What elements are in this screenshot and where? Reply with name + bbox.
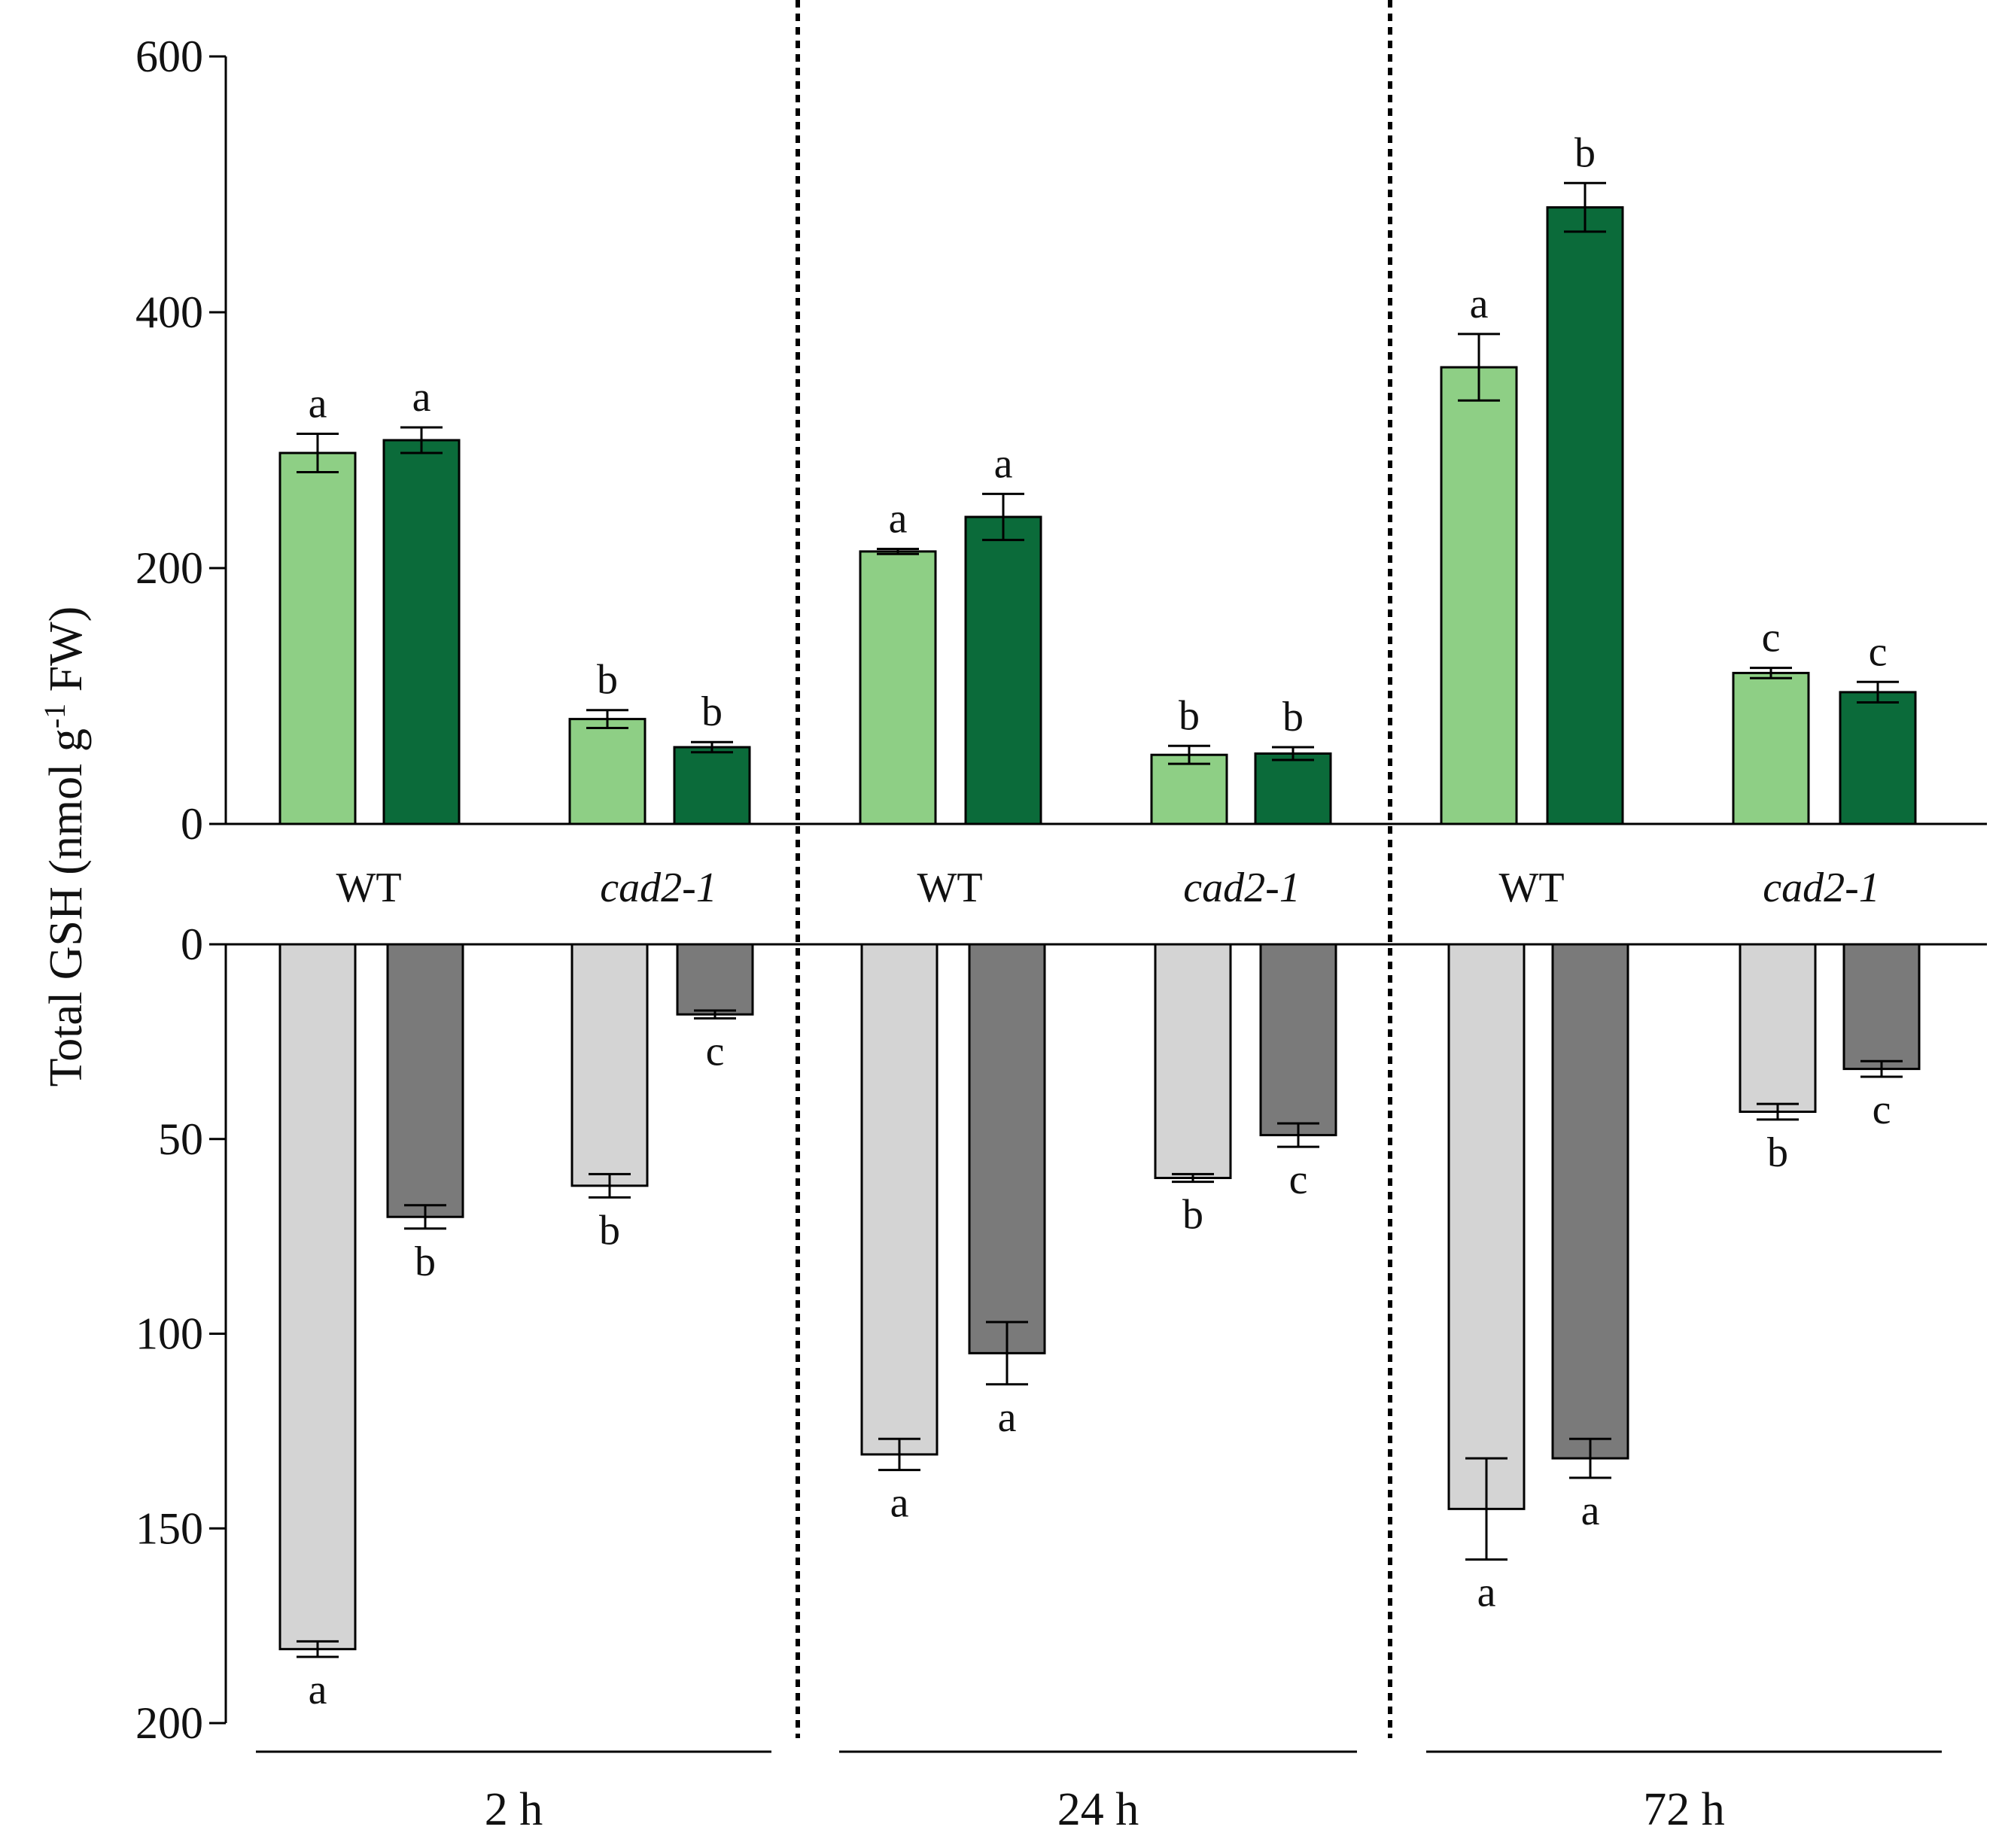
bottom-significance-letter: a — [309, 1667, 327, 1713]
bottom-significance-letter: b — [415, 1239, 436, 1285]
genotype-label: WT — [917, 865, 982, 911]
bottom-bar-light — [570, 943, 649, 1187]
time-label: 24 h — [1057, 1784, 1139, 1835]
bottom-bar-dark — [968, 943, 1046, 1354]
bottom-significance-letter: b — [599, 1207, 620, 1254]
bottom-significance-letter: c — [1873, 1087, 1891, 1133]
top-significance-letter: a — [1470, 281, 1489, 327]
top-significance-letter: a — [994, 440, 1013, 487]
bottom-bar-light — [1739, 943, 1817, 1114]
y-axis-label: Total GSH (nmol g-1 FW) — [38, 606, 93, 1087]
chart-marks: 0 200 400 600 0 50 100 150 200 a a b b a a b b a b c c WT cad2… — [135, 0, 1987, 1835]
bottom-bar-dark — [1259, 943, 1337, 1137]
top-significance-letter: b — [1179, 692, 1200, 739]
bottom-significance-letter: a — [1477, 1570, 1496, 1616]
genotype-label: cad2-1 — [600, 865, 717, 911]
bottom-significance-letter: c — [1289, 1157, 1308, 1203]
bottom-significance-letter: a — [890, 1480, 909, 1527]
top-bar-dark — [1839, 691, 1917, 825]
bottom-bar-dark — [386, 943, 464, 1218]
top-significance-letter: c — [1869, 628, 1888, 675]
top-bar-dark — [964, 515, 1042, 825]
top-bar-light — [859, 550, 937, 825]
top-bar-light — [1732, 671, 1810, 825]
genotype-label: WT — [1498, 865, 1564, 911]
genotype-label: WT — [336, 865, 401, 911]
top-bar-dark — [1546, 206, 1624, 825]
top-bar-light — [278, 451, 357, 825]
top-y-tick-label: 400 — [135, 287, 203, 337]
top-bar-dark — [382, 439, 461, 825]
time-label: 2 h — [485, 1784, 543, 1835]
top-bar-dark — [1254, 752, 1332, 825]
top-bar-light — [1440, 366, 1518, 825]
top-bar-light — [1150, 753, 1228, 825]
bottom-bar-dark — [1842, 943, 1921, 1071]
genotype-label: cad2-1 — [1763, 865, 1880, 911]
y-axis-label-main: Total GSH (nmol g — [41, 728, 92, 1087]
bottom-y-tick-label: 150 — [135, 1503, 203, 1553]
bottom-bar-light — [860, 943, 939, 1456]
bottom-bar-light — [1154, 943, 1232, 1179]
bottom-significance-letter: b — [1182, 1192, 1203, 1239]
top-significance-letter: b — [1574, 129, 1596, 176]
top-bar-light — [568, 718, 647, 825]
genotype-label: cad2-1 — [1183, 865, 1301, 911]
bottom-significance-letter: a — [1581, 1488, 1600, 1534]
top-significance-letter: c — [1762, 615, 1781, 661]
top-y-tick-label: 600 — [135, 32, 203, 81]
bottom-bar-dark — [676, 943, 754, 1016]
y-axis-label-unit: FW) — [41, 606, 92, 704]
bottom-y-tick-label: 200 — [135, 1698, 203, 1748]
bottom-significance-letter: b — [1767, 1129, 1788, 1176]
bottom-significance-letter: c — [706, 1028, 725, 1074]
top-significance-letter: a — [412, 374, 431, 421]
bottom-bar-light — [1447, 943, 1526, 1510]
top-significance-letter: a — [889, 496, 908, 543]
y-axis-label-superscript: -1 — [38, 704, 71, 728]
top-significance-letter: b — [597, 657, 618, 704]
time-label: 72 h — [1643, 1784, 1725, 1835]
bottom-y-tick-label: 0 — [181, 919, 203, 969]
top-significance-letter: b — [1282, 694, 1304, 740]
bottom-y-tick-label: 50 — [158, 1114, 203, 1164]
top-y-tick-label: 200 — [135, 543, 203, 593]
bottom-y-tick-label: 100 — [135, 1309, 203, 1359]
top-significance-letter: b — [701, 688, 723, 735]
bottom-bar-light — [278, 943, 357, 1651]
bottom-significance-letter: a — [998, 1394, 1017, 1441]
top-bar-dark — [673, 746, 751, 825]
top-y-tick-label: 0 — [181, 799, 203, 849]
bottom-bar-dark — [1551, 943, 1629, 1460]
top-significance-letter: a — [309, 381, 327, 427]
